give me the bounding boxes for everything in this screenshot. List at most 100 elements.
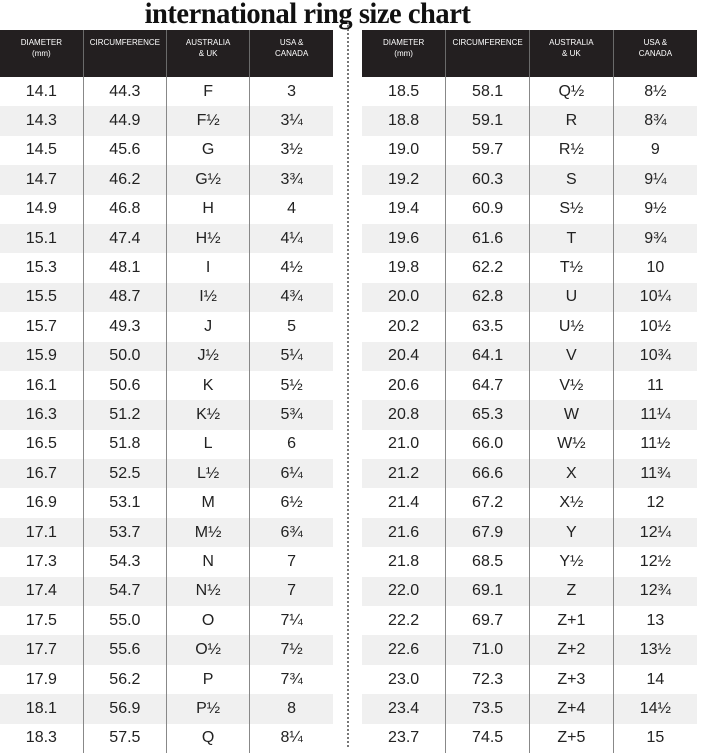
cell-diameter: 21.6 <box>362 517 446 548</box>
header-australia-uk: AUSTRALIA & UK <box>529 30 614 77</box>
cell-australia-uk: F <box>165 77 250 107</box>
cell-australia-uk: F½ <box>165 106 250 136</box>
cell-australia-uk: Q½ <box>529 77 614 107</box>
header-australia-uk: AUSTRALIA & UK <box>165 30 250 77</box>
cell-usa-canada: 4¾ <box>249 282 333 313</box>
cell-diameter: 23.4 <box>362 694 446 724</box>
cell-australia-uk: W <box>529 400 614 430</box>
cell-usa-canada: 4½ <box>249 253 333 283</box>
cell-australia-uk: G½ <box>165 165 250 195</box>
cell-australia-uk: W½ <box>529 429 614 460</box>
cell-australia-uk: K½ <box>165 400 250 430</box>
cell-circumference: 54.3 <box>82 547 167 577</box>
cell-australia-uk: Z+3 <box>529 664 614 695</box>
cell-australia-uk: H <box>165 194 250 224</box>
cell-circumference: 46.2 <box>82 165 167 195</box>
table-row: 19.0 59.7 R½ 9 <box>362 135 697 166</box>
cell-usa-canada: 4¼ <box>249 223 333 254</box>
cell-usa-canada: 10¾ <box>612 341 697 371</box>
cell-diameter: 14.9 <box>25 200 57 218</box>
cell-circumference: 69.1 <box>445 576 530 607</box>
table-row: 16.5 51.8 L 6 <box>0 429 333 460</box>
cell-usa-canada: 11¾ <box>612 459 697 489</box>
cell-usa-canada: 7¼ <box>249 606 333 636</box>
cell-circumference: 52.5 <box>82 459 167 489</box>
cell-circumference: 44.3 <box>82 77 167 107</box>
cell-usa-canada: 3½ <box>249 135 333 166</box>
header-usa-canada: USA & CANADA <box>249 30 333 77</box>
cell-circumference: 72.3 <box>445 664 530 695</box>
cell-usa-canada: 3¼ <box>249 106 333 136</box>
cell-australia-uk: T½ <box>529 253 614 283</box>
table-row: 20.6 64.7 V½ 11 <box>362 370 697 401</box>
cell-circumference: 71.0 <box>445 635 530 665</box>
cell-diameter: 15.7 <box>25 317 57 335</box>
cell-diameter: 23.7 <box>388 729 420 747</box>
cell-circumference: 58.1 <box>445 77 530 107</box>
cell-circumference: 46.8 <box>82 194 167 224</box>
cell-australia-uk: I½ <box>165 282 250 313</box>
cell-circumference: 74.5 <box>445 723 530 753</box>
cell-usa-canada: 13 <box>612 606 697 636</box>
cell-usa-canada: 7 <box>249 547 333 577</box>
cell-usa-canada: 8¾ <box>612 106 697 136</box>
table-row: 14.9 46.8 H 4 <box>0 194 333 224</box>
table-row: 23.7 74.5 Z+5 15 <box>362 723 697 753</box>
table-row: 17.9 56.2 P 7¾ <box>0 664 333 695</box>
cell-diameter: 17.5 <box>25 611 57 629</box>
cell-circumference: 50.6 <box>82 370 167 401</box>
cell-australia-uk: S <box>529 165 614 195</box>
cell-circumference: 56.9 <box>82 694 167 724</box>
cell-australia-uk: G <box>165 135 250 166</box>
ring-size-table-left: DIAMETER (mm) CIRCUMFERENCE AUSTRALIA & UK US… <box>0 30 333 753</box>
cell-usa-canada: 10 <box>612 253 697 283</box>
cell-diameter: 17.7 <box>0 635 84 665</box>
cell-circumference: 67.9 <box>445 517 530 548</box>
cell-usa-canada: 8 <box>249 694 333 724</box>
cell-usa-canada: 8½ <box>612 77 697 107</box>
cell-usa-canada: 11 <box>612 370 697 401</box>
cell-usa-canada: 6 <box>249 429 333 460</box>
cell-circumference: 48.1 <box>82 253 167 283</box>
cell-usa-canada: 3¾ <box>249 165 333 195</box>
header-diameter: DIAMETER (mm) <box>0 30 84 77</box>
cell-circumference: 54.7 <box>82 576 167 607</box>
cell-circumference: 50.0 <box>82 341 167 371</box>
cell-australia-uk: Y <box>529 517 614 548</box>
cell-australia-uk: S½ <box>529 194 614 224</box>
table-row: 17.4 54.7 N½ 7 <box>0 576 333 607</box>
cell-circumference: 73.5 <box>445 694 530 724</box>
header-circumference: CIRCUMFERENCE <box>82 30 167 77</box>
cell-circumference: 48.7 <box>82 282 167 313</box>
cell-diameter: 19.0 <box>388 141 420 159</box>
cell-australia-uk: H½ <box>165 223 250 254</box>
dotted-divider <box>347 22 349 747</box>
cell-australia-uk: O½ <box>165 635 250 665</box>
cell-australia-uk: J½ <box>165 341 250 371</box>
cell-usa-canada: 12½ <box>612 547 697 577</box>
cell-usa-canada: 5¼ <box>249 341 333 371</box>
cell-australia-uk: N½ <box>165 576 250 607</box>
cell-diameter: 20.4 <box>362 341 446 371</box>
cell-usa-canada: 5 <box>249 312 333 342</box>
cell-diameter: 18.3 <box>25 729 57 747</box>
ring-size-table-right: DIAMETER (mm) CIRCUMFERENCE AUSTRALIA & UK US… <box>362 30 697 753</box>
cell-circumference: 60.3 <box>445 165 530 195</box>
cell-circumference: 44.9 <box>82 106 167 136</box>
cell-australia-uk: U <box>529 282 614 313</box>
cell-diameter: 14.5 <box>25 141 57 159</box>
table-row: 23.0 72.3 Z+3 14 <box>362 664 697 695</box>
table-row: 23.4 73.5 Z+4 14½ <box>362 694 697 724</box>
table-row: 15.1 47.4 H½ 4¼ <box>0 223 333 254</box>
cell-usa-canada: 13½ <box>612 635 697 665</box>
table-row: 18.8 59.1 R 8¾ <box>362 106 697 136</box>
cell-diameter: 15.5 <box>0 282 84 313</box>
table-row: 22.2 69.7 Z+1 13 <box>362 606 697 636</box>
cell-usa-canada: 8¼ <box>249 723 333 753</box>
cell-australia-uk: T <box>529 223 614 254</box>
cell-circumference: 53.1 <box>82 488 167 518</box>
cell-circumference: 61.6 <box>445 223 530 254</box>
cell-circumference: 69.7 <box>445 606 530 636</box>
table-row: 15.9 50.0 J½ 5¼ <box>0 341 333 371</box>
cell-usa-canada: 7 <box>249 576 333 607</box>
